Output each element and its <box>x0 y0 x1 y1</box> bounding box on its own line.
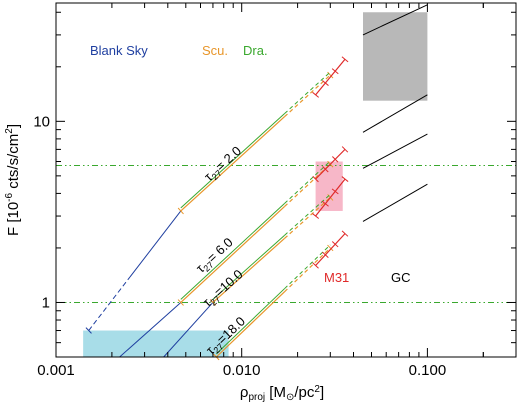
x-tick-label: 0.010 <box>223 362 261 379</box>
tau-2-m31-tick <box>331 68 339 75</box>
tau-6-sculptor-tick <box>177 299 184 306</box>
tau-6-m31-line <box>315 148 346 180</box>
y-tick-label: 10 <box>33 113 50 130</box>
tau-18-sculptor-dashed <box>284 247 331 293</box>
tau-10-m31-tick <box>312 213 320 219</box>
tau-2-m31-tick <box>321 80 329 86</box>
tau-6-gc-line <box>362 94 428 133</box>
tau-18-gc-line <box>362 183 428 222</box>
tau-2-m31-line <box>315 58 346 96</box>
tau-18-m31-line <box>315 233 346 266</box>
tau-18-sculptor-line <box>215 291 285 358</box>
tau-10-m31-tick <box>331 188 339 195</box>
tau-10-draco-line <box>212 234 285 300</box>
tau-2-sculptor-tick <box>177 207 184 215</box>
pink-box <box>315 161 343 211</box>
tau-18-draco-line <box>215 288 285 355</box>
tau-18-sculptor-tick <box>327 244 334 252</box>
gc-label: GC <box>391 270 411 285</box>
tau-10-gc-line <box>362 133 428 169</box>
tau-6-draco-line <box>180 203 285 300</box>
draco-label: Dra. <box>243 43 268 58</box>
tau-2-gc-line <box>362 4 428 36</box>
m31-label: M31 <box>324 270 349 285</box>
tau-18-m31-tick <box>312 262 319 269</box>
tau-10-sculptor-line <box>212 237 285 303</box>
tau-10-m31-tick <box>321 200 329 207</box>
tau-2-blank-sky-end-tick <box>85 327 92 334</box>
tau-6-m31-tick <box>312 175 319 183</box>
tau-2-m31-tick <box>312 91 319 98</box>
tau-6-m31-tick <box>322 166 329 173</box>
flux-lines-layer <box>85 4 428 361</box>
blank-sky-label: Blank Sky <box>90 43 148 58</box>
y-tick-label: 1 <box>42 294 50 311</box>
tau-10-sculptor-dashed <box>284 196 331 239</box>
tau-2-sculptor-line <box>180 116 285 212</box>
gray-box <box>363 12 428 101</box>
tau-18-m31-tick <box>322 251 329 258</box>
boxes-layer <box>83 12 428 357</box>
tau-10-blank-sky-line <box>163 302 214 358</box>
tau-2-m31-tick <box>341 56 349 63</box>
plot-frame <box>55 2 517 358</box>
tau-10-m31-tick <box>341 176 349 182</box>
tau-6-draco-dashed <box>284 160 331 204</box>
x-tick-label: 0.001 <box>37 362 75 379</box>
tau-2-sculptor-dashed <box>284 74 331 118</box>
tau-6-sculptor-line <box>180 206 285 303</box>
tau-6-blank-sky-line <box>119 302 182 358</box>
tau-18-m31-tick <box>341 230 349 237</box>
tau-2-blank-sky-dashed <box>88 276 131 331</box>
y-axis-label: F [10-6 cts/s/cm2] <box>4 124 22 236</box>
tau-2-draco-dashed <box>284 71 331 115</box>
cyan-box <box>83 330 229 357</box>
x-tick-label: 0.100 <box>409 362 447 379</box>
x-axis-label: ρproj [M⊙/pc2] <box>240 384 324 403</box>
tau-10-m31-line <box>315 178 346 217</box>
tau-6-m31-tick <box>341 146 349 153</box>
sculptor-label: Scu. <box>202 43 228 58</box>
horizontal-lines-layer <box>56 165 516 303</box>
tau-label-2: τ27= 2.0 <box>201 143 245 185</box>
ticks-layer: 0.001 0.010 0.100 1 10 <box>33 3 517 379</box>
tau-2-draco-line <box>180 113 285 209</box>
tau-2-blank-sky-line <box>129 210 182 278</box>
tau-18-m31-tick <box>331 241 339 248</box>
tau-10-sculptor-tick <box>209 299 216 306</box>
tau-6-m31-tick <box>332 156 339 163</box>
